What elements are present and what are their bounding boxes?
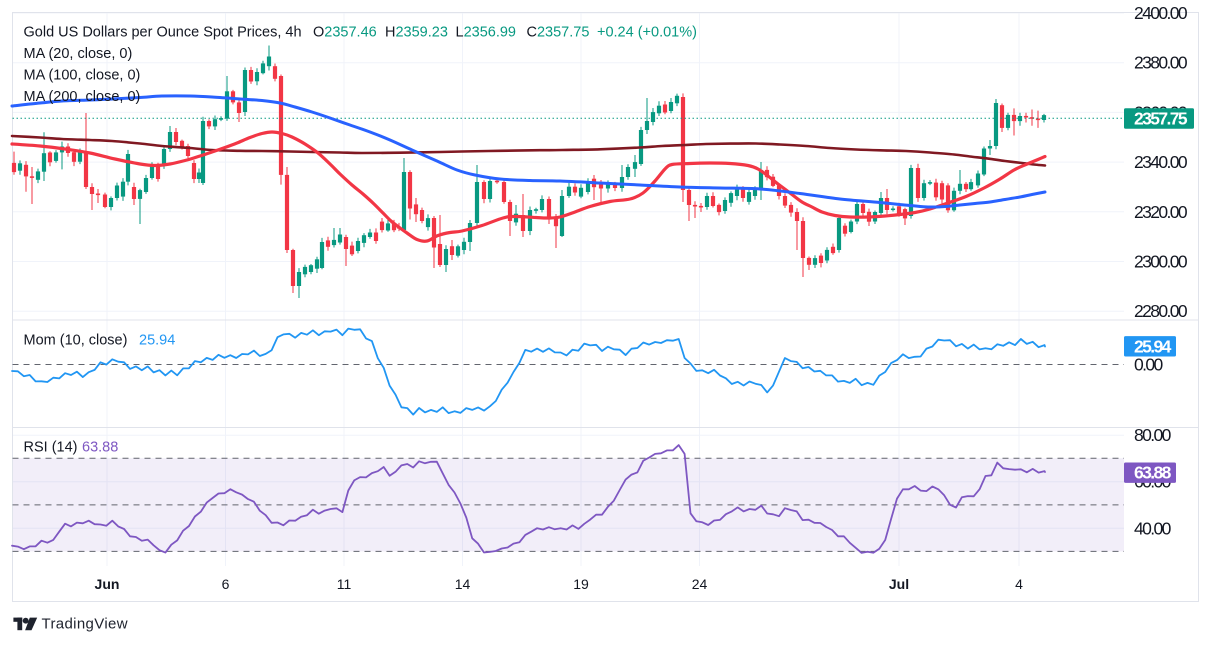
svg-text:63.88: 63.88 [82, 440, 118, 456]
svg-text:+0.24 (+0.01%): +0.24 (+0.01%) [597, 25, 697, 41]
svg-text:19: 19 [573, 576, 589, 592]
svg-text:C2357.75: C2357.75 [527, 25, 590, 41]
svg-text:RSI (14): RSI (14) [24, 440, 78, 456]
svg-text:2357.75: 2357.75 [1134, 109, 1188, 129]
svg-text:6: 6 [222, 576, 230, 592]
svg-text:TradingView: TradingView [42, 616, 128, 633]
svg-text:Jun: Jun [95, 576, 120, 592]
svg-text:2400.00: 2400.00 [1134, 3, 1188, 23]
svg-text:25.94: 25.94 [139, 333, 175, 349]
svg-text:MA (100, close, 0): MA (100, close, 0) [24, 68, 141, 84]
svg-text:80.00: 80.00 [1134, 425, 1172, 445]
svg-text:H2359.23: H2359.23 [385, 25, 448, 41]
svg-text:MA (200, close, 0): MA (200, close, 0) [24, 89, 141, 105]
svg-text:4: 4 [1015, 576, 1023, 592]
svg-text:11: 11 [337, 576, 352, 592]
svg-text:25.94: 25.94 [1134, 336, 1172, 356]
svg-text:63.88: 63.88 [1134, 463, 1172, 483]
svg-text:2300.00: 2300.00 [1134, 252, 1188, 272]
svg-text:L2356.99: L2356.99 [456, 25, 517, 41]
svg-text:2320.00: 2320.00 [1134, 202, 1188, 222]
svg-text:Mom (10, close): Mom (10, close) [24, 333, 128, 349]
svg-text:MA (20, close, 0): MA (20, close, 0) [24, 46, 133, 62]
svg-text:24: 24 [692, 576, 708, 592]
svg-text:2380.00: 2380.00 [1134, 53, 1188, 73]
svg-text:Gold US Dollars per Ounce Spot: Gold US Dollars per Ounce Spot Prices, 4… [24, 25, 302, 41]
svg-text:2340.00: 2340.00 [1134, 152, 1188, 172]
svg-text:0.00: 0.00 [1134, 355, 1164, 375]
svg-text:O2357.46: O2357.46 [313, 25, 377, 41]
svg-text:Jul: Jul [889, 576, 909, 592]
svg-text:2280.00: 2280.00 [1134, 301, 1188, 321]
svg-text:14: 14 [455, 576, 471, 592]
svg-text:40.00: 40.00 [1134, 518, 1172, 538]
